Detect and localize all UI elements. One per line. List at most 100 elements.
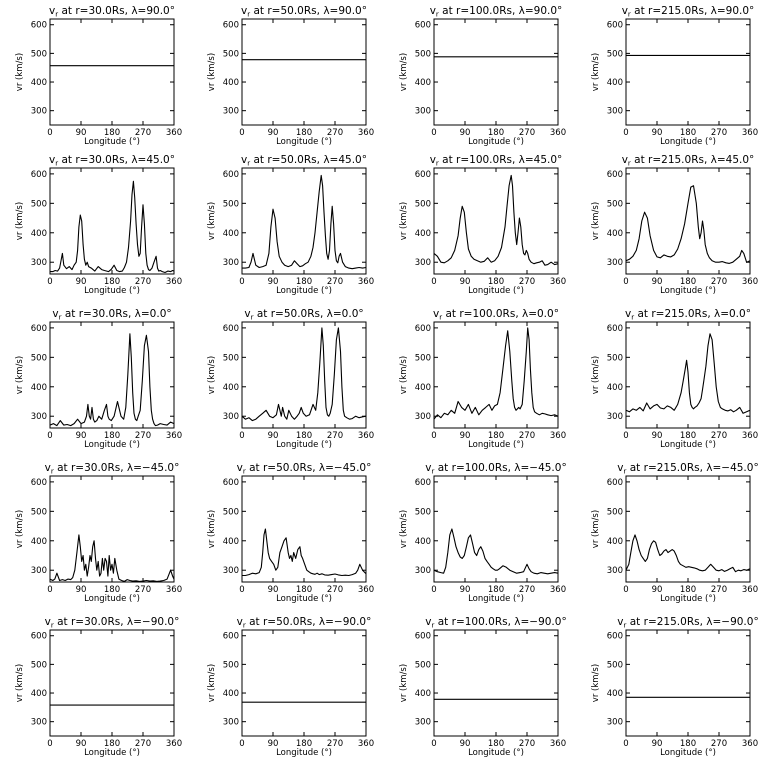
y-tick-label: 300 <box>31 718 47 728</box>
x-axis-label: Longitude (°) <box>468 137 524 147</box>
x-tick-label: 180 <box>296 128 312 138</box>
title-radius: 215.0 <box>657 462 687 474</box>
title-sub: r <box>55 11 58 19</box>
title-deg: ° <box>174 462 179 474</box>
title-v: v <box>237 462 243 474</box>
y-tick-label: 600 <box>607 170 623 180</box>
x-tick-label: 180 <box>680 128 696 138</box>
panel-title: vr at r=50.0Rs, λ=45.0° <box>241 154 367 168</box>
x-tick-label: 0 <box>431 128 436 138</box>
x-tick-label: 0 <box>623 128 628 138</box>
title-r-label: at r= <box>626 462 656 474</box>
panel-title: vr at r=100.0Rs, λ=45.0° <box>430 154 563 168</box>
title-sub: r <box>631 314 634 322</box>
x-axis-label: Longitude (°) <box>84 137 140 147</box>
y-axis-label: vr (km/s) <box>207 510 217 548</box>
title-sub: r <box>243 468 246 476</box>
x-tick-label: 180 <box>680 277 696 287</box>
y-tick-label: 500 <box>223 49 239 59</box>
y-tick-label: 500 <box>607 199 623 209</box>
y-tick-label: 600 <box>607 632 623 642</box>
x-tick-label: 0 <box>239 431 244 441</box>
x-tick-label: 270 <box>135 277 151 287</box>
y-tick-label: 400 <box>607 229 623 239</box>
x-tick-label: 90 <box>652 128 663 138</box>
panel-title: vr at r=50.0Rs, λ=0.0° <box>244 308 363 322</box>
panel-title: vr at r=30.0Rs, λ=−45.0° <box>45 462 180 476</box>
title-r-label: at r= <box>434 616 464 628</box>
x-tick-label: 90 <box>652 277 663 287</box>
y-axis-label: vr (km/s) <box>399 664 409 702</box>
x-tick-label: 0 <box>623 585 628 595</box>
title-radius: 215.0 <box>661 5 691 17</box>
y-tick-label: 400 <box>31 537 47 547</box>
x-tick-label: 0 <box>239 277 244 287</box>
y-tick-label: 400 <box>223 537 239 547</box>
title-sub: r <box>243 622 246 630</box>
panel-14: vr at r=100.0Rs, λ=−45.0° 0 90 180 270 360 300… <box>399 462 567 604</box>
y-axis-label: vr (km/s) <box>399 356 409 394</box>
x-tick-label: 90 <box>268 431 279 441</box>
title-radius: 100.0 <box>469 5 499 17</box>
panel-2: vr at r=100.0Rs, λ=90.0° 0 90 180 270 360 300 4… <box>399 5 566 147</box>
y-tick-label: 500 <box>607 507 623 517</box>
title-sub: r <box>432 468 435 476</box>
x-tick-label: 180 <box>488 128 504 138</box>
x-axis-label: Longitude (°) <box>84 594 140 604</box>
series-line <box>242 174 367 270</box>
series-line <box>433 174 559 266</box>
title-radius: 30.0 <box>88 154 111 166</box>
title-sub: r <box>432 622 435 630</box>
panel-title: vr at r=50.0Rs, λ=−45.0° <box>237 462 372 476</box>
x-tick-label: 90 <box>76 431 87 441</box>
title-v: v <box>49 154 55 166</box>
panel-title: vr at r=30.0Rs, λ=0.0° <box>52 308 171 322</box>
title-radius: 215.0 <box>664 308 694 320</box>
title-sub: r <box>251 314 254 322</box>
panel-4: vr at r=30.0Rs, λ=45.0° 0 90 180 270 360 300 40… <box>15 154 182 296</box>
x-tick-label: 0 <box>47 128 52 138</box>
panel-title: vr at r=100.0Rs, λ=−45.0° <box>425 462 566 476</box>
title-deg: ° <box>166 308 171 320</box>
y-axis-label: vr (km/s) <box>399 202 409 240</box>
plot-frame <box>433 475 559 583</box>
y-tick-label: 400 <box>31 689 47 699</box>
y-axis-label: vr (km/s) <box>399 53 409 91</box>
title-sub: r <box>51 622 54 630</box>
x-tick-label: 360 <box>550 585 566 595</box>
y-tick-label: 600 <box>607 21 623 31</box>
x-tick-label: 0 <box>431 739 436 749</box>
x-tick-label: 360 <box>550 739 566 749</box>
title-deg: ° <box>170 154 175 166</box>
title-sub: r <box>628 160 631 168</box>
title-r-label: at r= <box>253 308 283 320</box>
title-v: v <box>244 308 250 320</box>
title-deg: ° <box>366 462 371 474</box>
title-r-label: at r= <box>626 616 656 628</box>
x-tick-label: 180 <box>488 739 504 749</box>
y-tick-label: 500 <box>31 353 47 363</box>
title-deg: ° <box>554 308 559 320</box>
panel-title: vr at r=215.0Rs, λ=−45.0° <box>617 462 758 476</box>
y-tick-label: 400 <box>607 78 623 88</box>
title-radius: 215.0 <box>657 616 687 628</box>
title-latitude: −90.0 <box>529 616 561 628</box>
x-tick-label: 90 <box>460 585 471 595</box>
title-latitude: −45.0 <box>721 462 753 474</box>
x-tick-label: 180 <box>104 128 120 138</box>
x-tick-label: 360 <box>358 277 374 287</box>
y-tick-label: 500 <box>607 353 623 363</box>
title-r-label: at r= <box>442 308 472 320</box>
x-tick-label: 270 <box>135 739 151 749</box>
title-deg: ° <box>170 5 175 17</box>
x-tick-label: 180 <box>296 585 312 595</box>
x-tick-label: 90 <box>268 585 279 595</box>
x-tick-label: 180 <box>296 431 312 441</box>
y-tick-label: 300 <box>31 412 47 422</box>
y-tick-label: 500 <box>415 660 431 670</box>
plot-frame <box>241 321 367 429</box>
x-tick-label: 90 <box>652 431 663 441</box>
title-deg: ° <box>358 308 363 320</box>
y-tick-label: 600 <box>223 632 239 642</box>
x-tick-label: 360 <box>166 277 182 287</box>
